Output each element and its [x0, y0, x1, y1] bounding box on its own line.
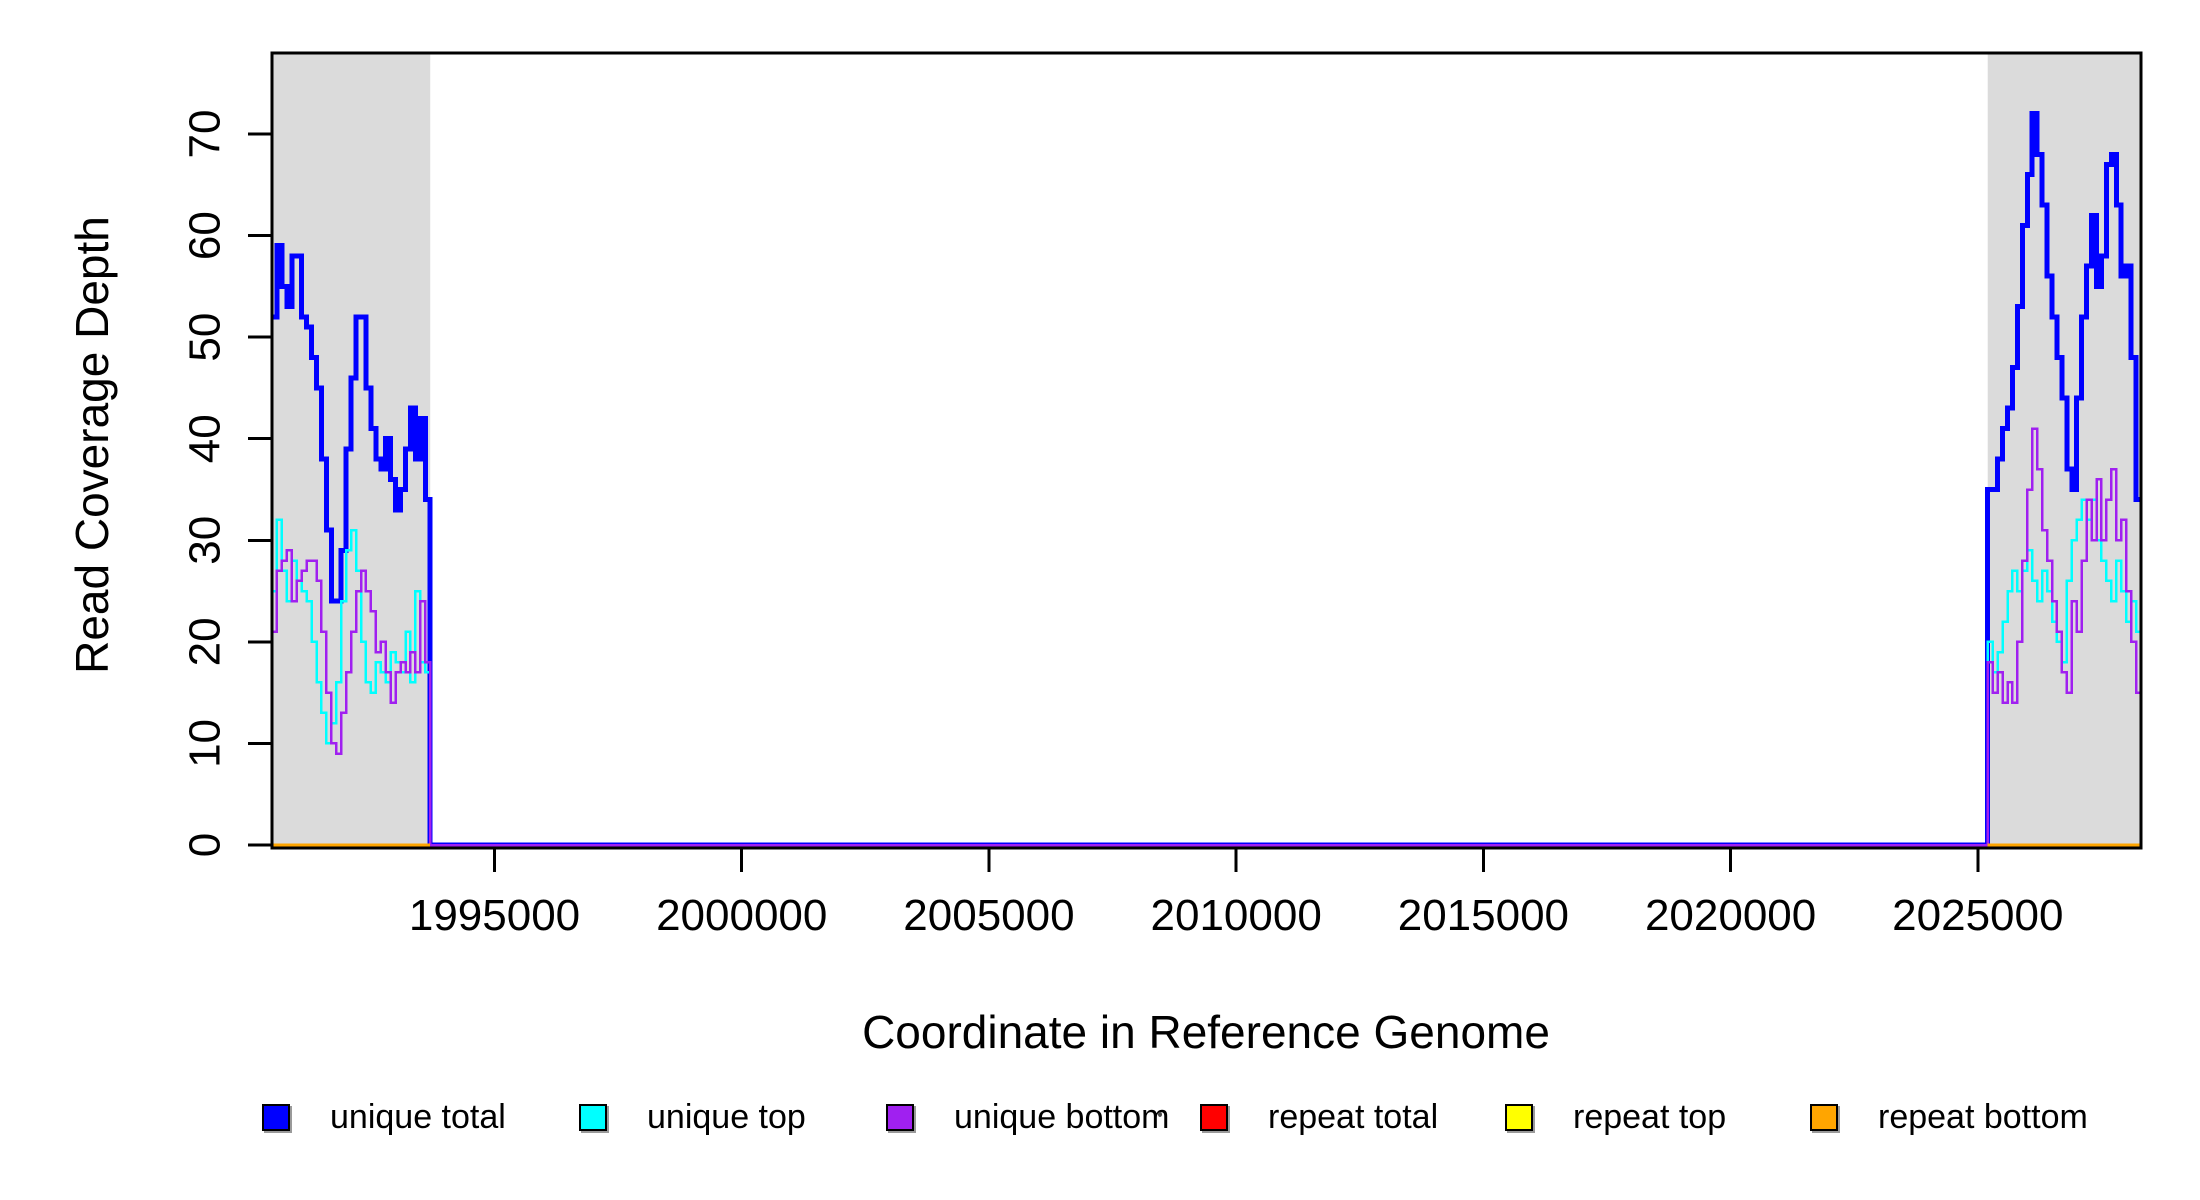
legend-item-unique-total: unique total — [262, 1100, 506, 1134]
y-tick-label: 30 — [181, 516, 230, 565]
legend-swatch-unique-total — [262, 1103, 290, 1131]
series-unique-top — [272, 498, 2141, 847]
stray-mark-dot — [1158, 1112, 1162, 1117]
legend-item-repeat-total: repeat total — [1200, 1100, 1438, 1134]
y-tick-label: 10 — [181, 719, 230, 768]
x-tick-label: 2005000 — [903, 891, 1074, 940]
legend-label: unique top — [647, 1098, 806, 1136]
legend-label: repeat bottom — [1878, 1098, 2088, 1136]
legend-label: repeat total — [1268, 1098, 1439, 1136]
legend-item-repeat-top: repeat top — [1505, 1100, 1726, 1134]
series-unique-total — [272, 111, 2141, 848]
y-tick-label: 50 — [181, 313, 230, 362]
legend-swatch-unique-bottom — [886, 1103, 914, 1131]
legend-label: unique total — [330, 1098, 506, 1136]
y-axis-title: Read Coverage Depth — [66, 216, 118, 674]
x-tick-label: 1995000 — [409, 891, 580, 940]
y-tick-label: 60 — [181, 211, 230, 260]
legend-swatch-repeat-total — [1200, 1103, 1228, 1131]
y-tick-label: 70 — [181, 110, 230, 159]
legend-label: unique bottom — [954, 1098, 1170, 1136]
x-tick-label: 2000000 — [656, 891, 827, 940]
legend-item-unique-top: unique top — [579, 1100, 806, 1134]
y-tick-label: 0 — [181, 833, 230, 857]
legend-swatch-unique-top — [579, 1103, 607, 1131]
plot-border — [270, 51, 2143, 850]
legend-item-unique-bottom: unique bottom — [886, 1100, 1170, 1134]
y-tick-label: 40 — [181, 414, 230, 463]
legend-label: repeat top — [1573, 1098, 1727, 1136]
series-unique-bottom — [272, 427, 2141, 847]
x-tick-label: 2015000 — [1398, 891, 1569, 940]
x-tick-label: 2010000 — [1151, 891, 1322, 940]
x-tick-label: 2025000 — [1892, 891, 2063, 940]
y-tick-label: 20 — [181, 617, 230, 666]
x-axis-title-text: Coordinate in Reference Genome — [862, 1006, 1550, 1058]
x-tick-label: 2020000 — [1645, 891, 1816, 940]
legend-item-repeat-bottom: repeat bottom — [1810, 1100, 2088, 1134]
legend-swatch-repeat-top — [1505, 1103, 1533, 1131]
legend-swatch-repeat-bottom — [1810, 1103, 1838, 1131]
x-axis-title: Coordinate in Reference Genome — [0, 1005, 2200, 1059]
